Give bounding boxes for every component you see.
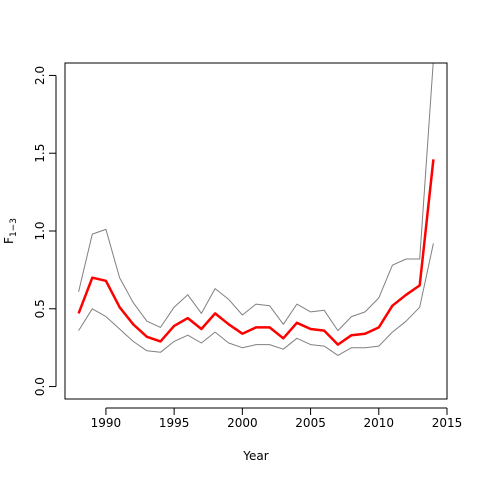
y-tick-label: 1.0 bbox=[33, 221, 47, 240]
x-tick-label: 2010 bbox=[364, 416, 395, 430]
series-layer bbox=[77, 63, 435, 356]
y-tick-label: 0.0 bbox=[33, 377, 47, 396]
y-axis-title: F1−3 bbox=[2, 218, 19, 244]
x-tick-label: 1990 bbox=[91, 416, 122, 430]
x-tick-label: 2005 bbox=[295, 416, 326, 430]
y-axis: 0.0 0.5 1.0 1.5 2.0 bbox=[33, 66, 57, 396]
plot-frame bbox=[64, 62, 448, 400]
y-tick-label: 1.5 bbox=[33, 144, 47, 163]
y-tick-label: 2.0 bbox=[33, 66, 47, 85]
x-axis-title: Year bbox=[242, 449, 268, 463]
x-tick-label: 2015 bbox=[432, 416, 463, 430]
x-tick-label: 1995 bbox=[159, 416, 190, 430]
series-line-upper-bound bbox=[78, 63, 434, 332]
series-line-estimate bbox=[77, 159, 435, 346]
y-axis-title-subscript: 1−3 bbox=[9, 218, 19, 237]
series-line-lower-bound bbox=[78, 243, 434, 356]
y-axis-title-main: F bbox=[2, 237, 16, 244]
x-tick-label: 2000 bbox=[227, 416, 258, 430]
y-tick-label: 0.5 bbox=[33, 299, 47, 318]
x-axis: 1990 1995 2000 2005 2010 2015 bbox=[91, 407, 463, 430]
